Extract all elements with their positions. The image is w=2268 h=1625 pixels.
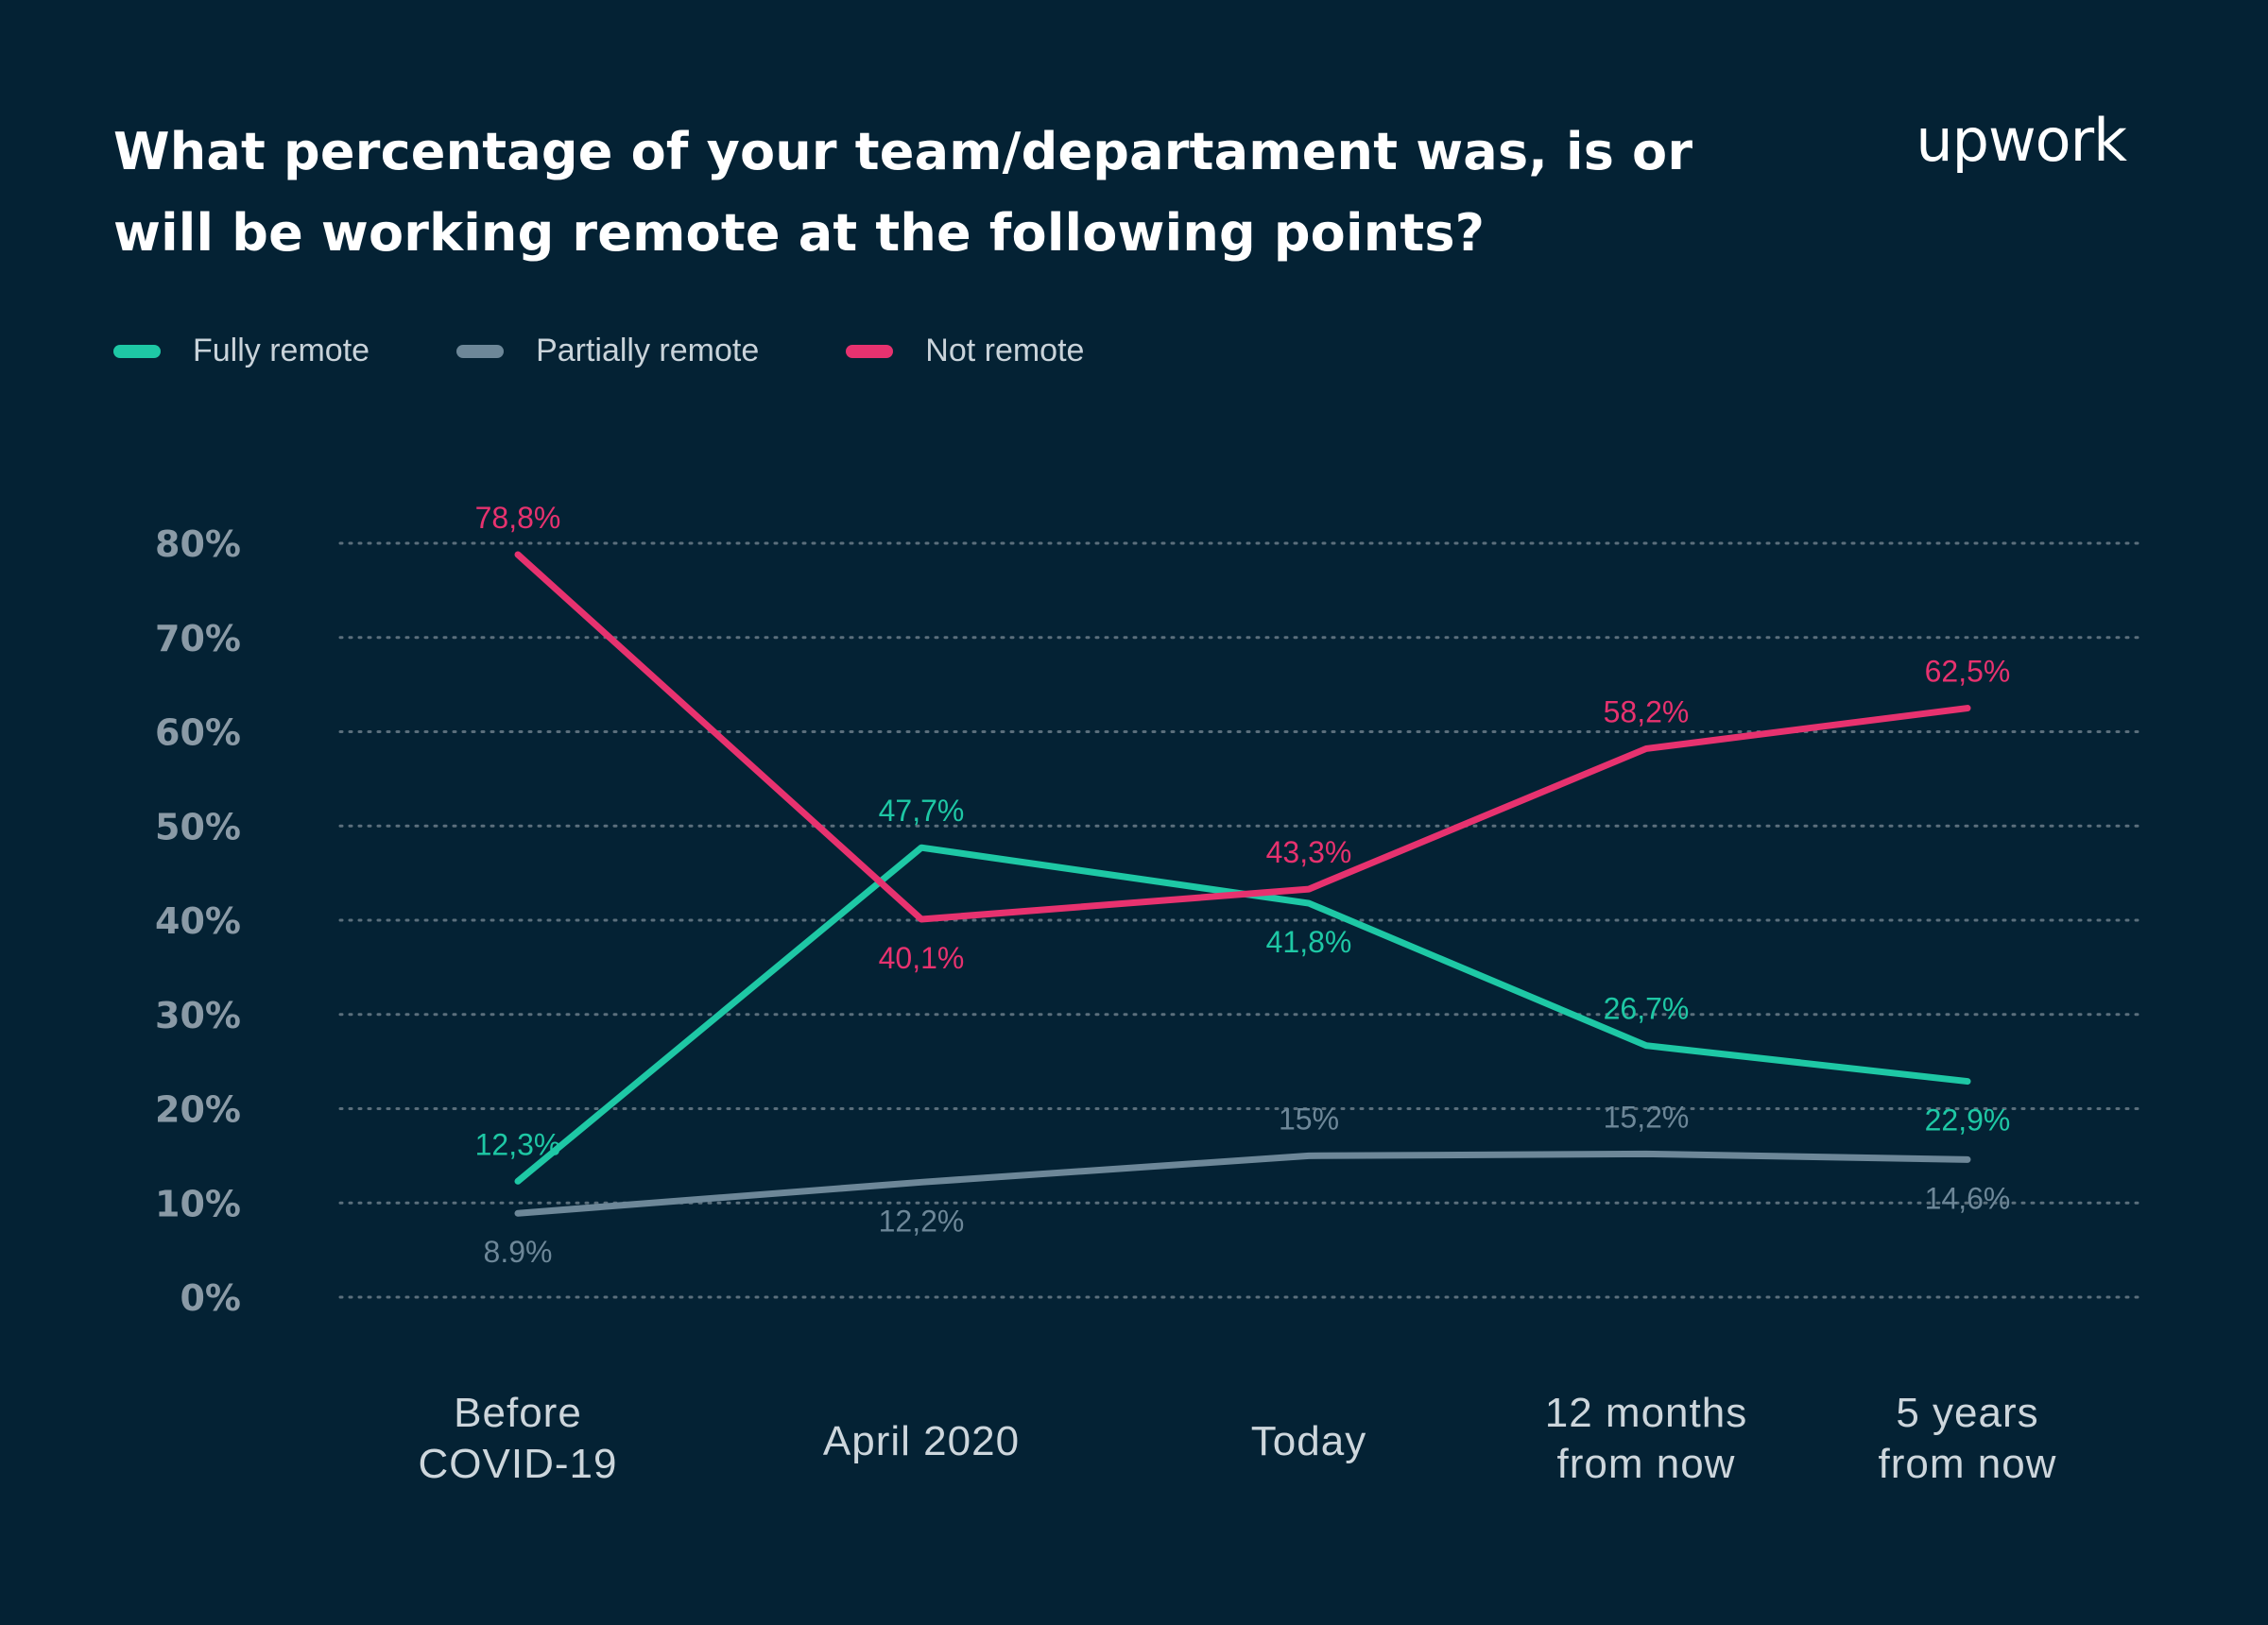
data-label: 15,2% [1604,1100,1690,1134]
data-label: 26,7% [1604,992,1690,1026]
data-label: 41,8% [1266,925,1352,959]
legend-swatch [846,344,894,358]
legend-label: Not remote [925,333,1085,368]
data-label: 43,3% [1266,835,1352,869]
y-tick-label: 50% [155,806,241,847]
data-label: 14,6% [1925,1181,2011,1215]
y-tick-label: 70% [155,618,241,659]
y-tick-label: 40% [155,900,241,942]
data-label: 78,8% [475,501,561,535]
data-label: 12,2% [879,1204,965,1238]
y-tick-label: 60% [155,712,241,754]
series-line-partially-remote [514,1150,1971,1217]
x-tick-label: 5 years [1896,1390,2038,1436]
data-label: 8.9% [484,1235,553,1269]
legend: Fully remote Partially remote Not remote [113,333,1171,369]
y-tick-label: 80% [155,523,241,565]
data-label: 12,3% [475,1127,561,1161]
y-tick-label: 0% [180,1277,241,1319]
legend-item: Not remote [846,333,1084,369]
x-tick-label: Today [1251,1418,1366,1464]
data-label: 15% [1279,1102,1339,1136]
legend-label: Fully remote [193,333,370,368]
legend-item: Partially remote [456,333,759,369]
data-label: 22,9% [1925,1103,2011,1138]
series-line-not-remote [514,551,1971,923]
y-tick-label: 30% [155,995,241,1036]
data-label: 62,5% [1925,655,2011,689]
x-tick-label: 12 months [1545,1390,1747,1436]
data-label: 47,7% [879,794,965,828]
x-tick-label: April 2020 [823,1418,1020,1464]
legend-label: Partially remote [536,333,760,368]
legend-swatch [456,344,505,358]
upwork-logo: upwork [1916,106,2127,175]
chart-title: What percentage of your team/departament… [113,122,1693,263]
y-tick-label: 10% [155,1183,241,1224]
legend-item: Fully remote [113,333,369,369]
x-tick-label: from now [1879,1441,2057,1487]
legend-swatch [113,344,161,358]
data-label: 40,1% [879,941,965,975]
x-tick-label: Before [454,1390,582,1436]
data-label: 58,2% [1604,694,1690,728]
x-tick-label: COVID-19 [419,1441,618,1487]
x-tick-label: from now [1557,1441,1736,1487]
y-tick-label: 20% [155,1089,241,1131]
